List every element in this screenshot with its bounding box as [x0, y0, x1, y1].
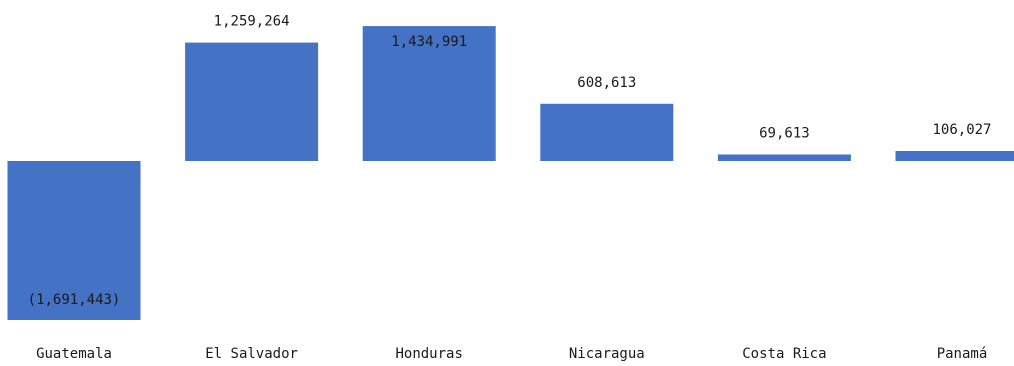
category-label-panama: Panamá [937, 346, 988, 362]
bar-costa-rica [717, 154, 851, 161]
data-label-costa-rica: 69,613 [759, 126, 810, 142]
bar-guatemala [7, 161, 141, 320]
data-label-guatemala: (1,691,443) [28, 292, 121, 308]
data-label-nicaragua: 608,613 [577, 75, 636, 91]
bar-honduras [362, 26, 496, 161]
data-label-el-salvador: 1,259,264 [214, 14, 290, 30]
category-label-el-salvador: El Salvador [205, 346, 298, 362]
bar-nicaragua [540, 103, 674, 161]
category-label-costa-rica: Costa Rica [742, 346, 826, 362]
data-label-panama: 106,027 [932, 122, 991, 138]
data-label-honduras: 1,434,991 [391, 34, 467, 50]
bars-group [7, 26, 1014, 320]
category-label-nicaragua: Nicaragua [569, 346, 645, 362]
category-label-guatemala: Guatemala [36, 346, 112, 362]
bar-el-salvador [185, 42, 319, 161]
bar-panama [895, 151, 1014, 161]
data-labels-group: (1,691,443) 1,259,264 1,434,991 608,613 69,6… [28, 14, 992, 308]
category-labels-group: Guatemala El Salvador Honduras Nicaragua Cos… [36, 346, 987, 362]
category-label-honduras: Honduras [395, 346, 462, 362]
